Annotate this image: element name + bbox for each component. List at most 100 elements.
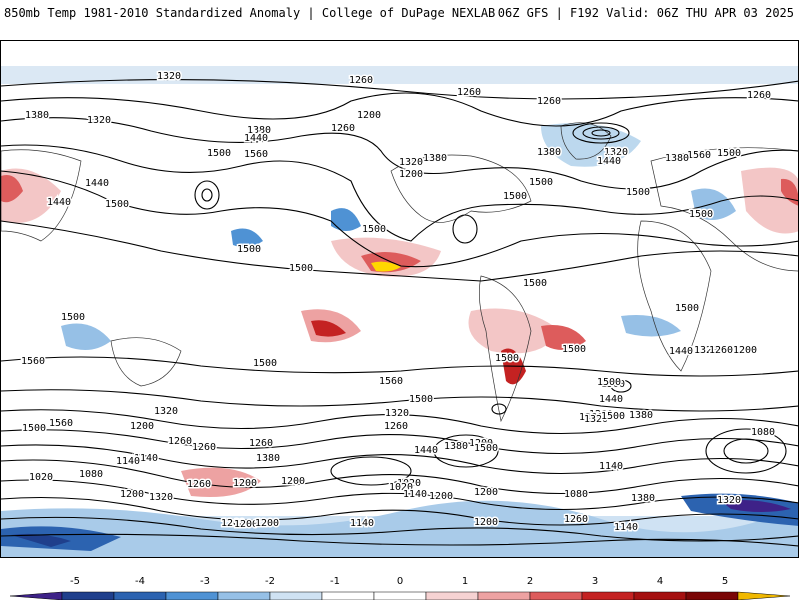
contour-label: 1500 [362,224,386,235]
contour-label: 1500 [253,358,277,369]
contour-label: 1440 [244,133,268,144]
contour-label: 1320 [694,345,718,356]
contour-label: 1500 [207,148,231,159]
colorbar-segment [217,591,271,600]
contour-label: 1200 [469,438,493,449]
contour-label: 1080 [751,427,775,438]
east-asia-outline [1,149,82,242]
australia-outline [110,337,182,387]
contour-label: 1200 [733,345,757,356]
contour-label: 1560 [244,149,268,160]
contour-label: 1260 [192,442,216,453]
antarctic-anomaly [1,500,798,557]
contour-label: 1020 [389,482,413,493]
cold-anomaly-asia [691,188,736,220]
contour-label: 1380 [631,493,655,504]
colorbar-segment [165,591,219,600]
colorbar-tick-label: -5 [70,576,80,587]
contour-label: 1500 [409,394,433,405]
coastlines [1,122,798,423]
colorbar-segment [685,591,739,600]
colorbar-tick-label: 5 [722,576,728,587]
contour-label: 1380 [256,453,280,464]
africa-outline [637,220,712,372]
contour-label: 1320 [717,495,741,506]
contour-label: 1260 [331,123,355,134]
colorbar-segment [737,591,791,600]
contour-label: 1560 [687,150,711,161]
colorbar-tick-label: -4 [135,576,145,587]
contour-label: 1500 [495,353,519,364]
contour-label: 1200 [474,517,498,528]
colorbar-segment [581,591,635,600]
contour-label: 1260 [747,90,771,101]
contour-label: 1320 [584,414,608,425]
cold-anomaly-africa [621,315,681,337]
warm-anomaly-atlantic [468,308,561,354]
colorbar-tick-label: -2 [265,576,275,587]
colorbar-segment [373,591,427,600]
contour-label: 1140 [350,518,374,529]
north-america-outline [390,154,532,223]
contour-label: 1500 [503,191,527,202]
cold-anomaly-sw-core [11,533,71,547]
colorbar-segment [477,591,531,600]
colorbar: -5 -4 -3 -2 -1 0 1 2 3 4 5 [9,576,791,600]
contour-label: 1440 [85,178,109,189]
contour-label: 1260 [537,96,561,107]
contour-label: 1320 [87,115,111,126]
contour-label: 1200 [474,487,498,498]
warm-anomaly-south-pacific [181,467,261,497]
cold-anomaly-north-pacific [331,208,361,231]
contour-label: 1560 [49,418,73,429]
cold-anomaly-central-pacific [231,228,263,248]
colorbar-segment [269,591,323,600]
contour-label: 1260 [187,479,211,490]
colorbar-tick-label: 1 [462,576,468,587]
colorbar-segment [113,591,167,600]
contour-label: 1260 [564,514,588,525]
contour-label: 1020 [29,472,53,483]
contour-label: 1440 [599,394,623,405]
contour-label: 1440 [47,197,71,208]
contour-label: 1260 [221,518,245,529]
contour-label: 1380 [537,147,561,158]
colorbar-tick-label: 0 [397,576,403,587]
contour-label: 1380 [665,153,689,164]
cold-anomaly-indian-ocean [61,323,111,350]
warm-anomaly-nw-core [1,175,23,203]
contour-label: 1380 [629,410,653,421]
contour-label: 1140 [403,489,427,500]
anomaly-map: 1320 1260 1260 1260 1260 1380 1320 1200 1260 1380… [0,40,799,558]
contour-label: 1500 [689,209,713,220]
contour-label: 1380 [423,153,447,164]
contour-label: 1500 [237,244,261,255]
contour-label: 1260 [349,75,373,86]
contour-label: 1320 [399,157,423,168]
height-contours [1,79,798,547]
warm-anomaly-pacific-extreme [371,261,401,272]
contour-label: 1500 [717,148,741,159]
contour-label: 1500 [562,344,586,355]
contour-label: 1440 [597,156,621,167]
contour-label: 1200 [429,491,453,502]
colorbar-segment [321,591,375,600]
contour-label: 1200 [233,478,257,489]
cold-anomaly-greenland [541,123,641,167]
contour-label: 1500 [597,377,621,388]
contour-label: 1200 [281,476,305,487]
eurasia-outline [650,147,798,272]
contour-label: 1500 [61,312,85,323]
contour-label: 1560 [21,356,45,367]
contour-label: 1020 [397,478,421,489]
contour-label: 1380 [444,441,468,452]
contour-label: 1200 [255,518,279,529]
contour-label: 1200 [399,169,423,180]
contour-label: 1260 [589,409,613,420]
contour-label: 1500 [22,423,46,434]
contour-label: 1200 [234,519,258,530]
contour-label: 1560 [379,376,403,387]
contour-label: 1200 [357,110,381,121]
